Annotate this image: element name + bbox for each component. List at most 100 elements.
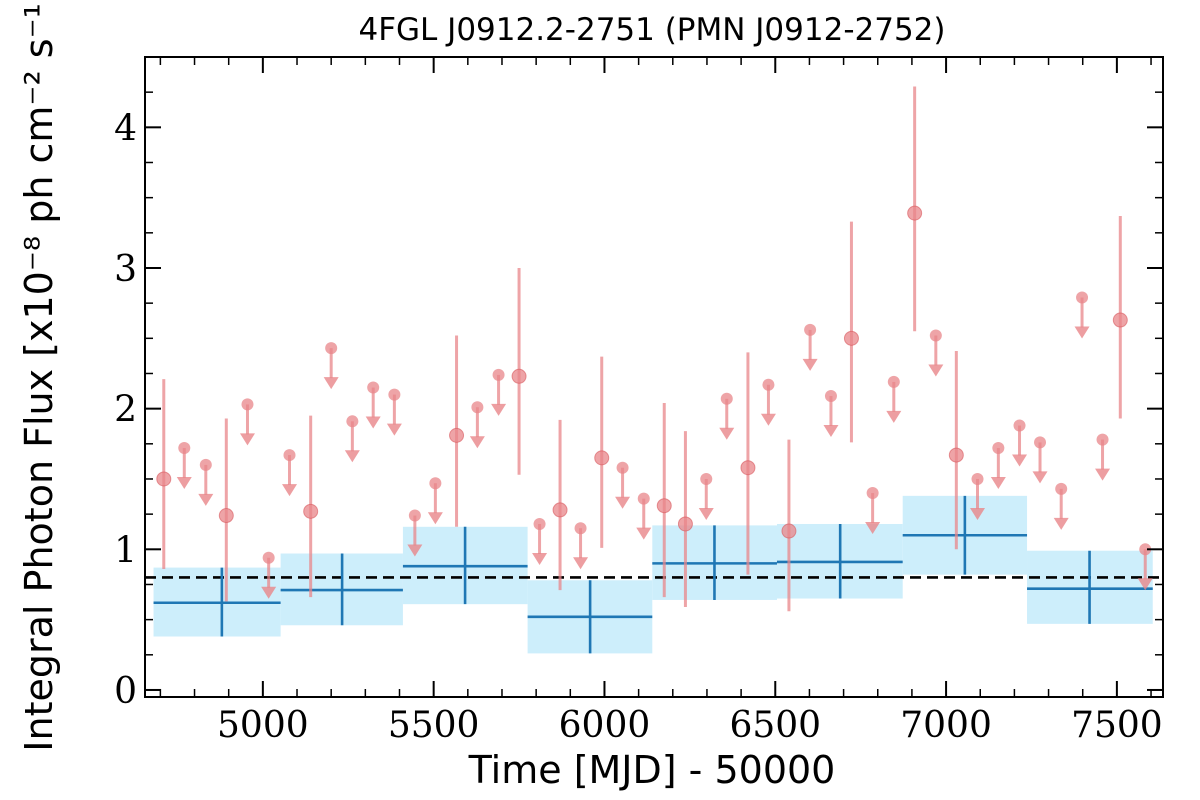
upper-limit-point [971, 472, 984, 485]
upper-limit-point [388, 388, 401, 401]
detection-point [449, 427, 465, 443]
upper-limit-arrow [282, 484, 298, 497]
upper-limit-point [1013, 419, 1026, 432]
upper-limit-arrow [491, 403, 507, 416]
chart-title: 4FGL J0912.2-2751 (PMN J0912-2752) [358, 12, 945, 48]
upper-limit-arrow [176, 477, 192, 490]
detection-point [948, 447, 964, 463]
upper-limit-point [199, 458, 212, 471]
upper-limit-arrow [823, 424, 839, 437]
upper-limit-arrow [636, 527, 652, 540]
upper-limit-point [637, 492, 650, 505]
upper-limit-point [574, 522, 587, 535]
upper-limit-arrow [615, 496, 631, 509]
detection-point [552, 502, 568, 518]
detection-point [1112, 312, 1128, 328]
x-tick-label: 5000 [217, 705, 309, 746]
upper-limit-point [283, 449, 296, 462]
detection-point [907, 205, 923, 221]
upper-limit-arrow [928, 364, 944, 377]
detection-point [677, 516, 693, 532]
y-tick-label: 3 [114, 249, 137, 290]
detection-point [781, 523, 797, 539]
upper-limit-point [492, 368, 505, 381]
upper-limit-point [720, 392, 733, 405]
detection-point [594, 450, 610, 466]
upper-limit-point [1096, 433, 1109, 446]
upper-limit-point [804, 323, 817, 336]
detection-point [656, 498, 672, 514]
upper-limit-arrow [198, 493, 214, 506]
upper-limit-arrow [261, 586, 277, 599]
upper-limit-point [824, 389, 837, 402]
detection-point [511, 368, 527, 384]
y-axis-label: Integral Photon Flux [x10⁻⁸ ph cm⁻² s⁻¹] [17, 0, 61, 752]
upper-limit-arrow [427, 512, 443, 525]
upper-limit-point [1055, 482, 1068, 495]
upper-limit-point [1076, 291, 1089, 304]
upper-limit-arrow [698, 507, 714, 520]
upper-limit-point [929, 329, 942, 342]
upper-limit-point [325, 342, 338, 355]
upper-limit-arrow [990, 477, 1006, 490]
upper-limit-point [346, 415, 359, 428]
upper-limit-arrow [760, 413, 776, 426]
upper-limit-arrow [573, 557, 589, 570]
upper-limit-arrow [1053, 517, 1069, 530]
x-tick-label: 5500 [388, 705, 480, 746]
upper-limit-arrow [1095, 468, 1111, 481]
y-tick-label: 1 [114, 530, 137, 571]
plot-frame [144, 56, 1164, 698]
upper-limit-point [866, 487, 879, 500]
upper-limit-point [178, 442, 191, 455]
upper-limit-arrow [1074, 326, 1090, 339]
upper-limit-arrow [469, 436, 485, 449]
detection-point [303, 503, 319, 519]
upper-limit-point [616, 461, 629, 474]
yearly-band-layer [153, 495, 1153, 654]
x-tick-label: 7500 [1071, 705, 1163, 746]
upper-limit-point [429, 477, 442, 490]
upper-limit-arrow [344, 450, 360, 463]
upper-limit-arrow [407, 544, 423, 557]
upper-limit-arrow [532, 552, 548, 565]
upper-limit-point [1034, 436, 1047, 449]
upper-limit-point [1139, 543, 1152, 556]
upper-limit-arrow [886, 410, 902, 423]
upper-limit-point [762, 378, 775, 391]
upper-limit-point [471, 401, 484, 414]
detection-point [218, 508, 234, 524]
x-tick-label: 6000 [559, 705, 651, 746]
upper-limit-arrow [719, 427, 735, 440]
upper-limit-arrow [1032, 471, 1048, 484]
upper-limit-point [992, 442, 1005, 455]
upper-limit-point [533, 517, 546, 530]
upper-limit-point [367, 381, 380, 394]
detection-point [843, 330, 859, 346]
detection-point [740, 460, 756, 476]
yearly-bins-layer [153, 495, 1153, 654]
detection-point [156, 471, 172, 487]
upper-limit-arrow [323, 377, 339, 390]
x-tick-label: 6500 [729, 705, 821, 746]
y-tick-label: 0 [114, 671, 137, 712]
upper-limit-point [262, 551, 275, 564]
upper-limit-arrow [1137, 578, 1153, 591]
upper-limit-point [241, 398, 254, 411]
upper-limit-arrow [239, 433, 255, 446]
upper-limit-arrow [970, 507, 986, 520]
upper-limit-point [887, 375, 900, 388]
upper-limit-arrow [802, 358, 818, 371]
x-tick-label: 7000 [900, 705, 992, 746]
upper-limit-arrow [865, 522, 881, 535]
monthly-points-layer [156, 86, 1153, 612]
upper-limit-arrow [386, 423, 402, 436]
y-tick-label: 4 [114, 108, 137, 149]
upper-limit-point [408, 509, 421, 522]
upper-limit-arrow [365, 416, 381, 429]
axes-layer: 5000 5500 6000 6500 7000 7500 0 1 2 3 4 [114, 56, 1164, 746]
x-axis-label: Time [MJD] - 50000 [468, 748, 836, 792]
upper-limit-point [700, 472, 713, 485]
y-tick-label: 2 [114, 390, 137, 431]
